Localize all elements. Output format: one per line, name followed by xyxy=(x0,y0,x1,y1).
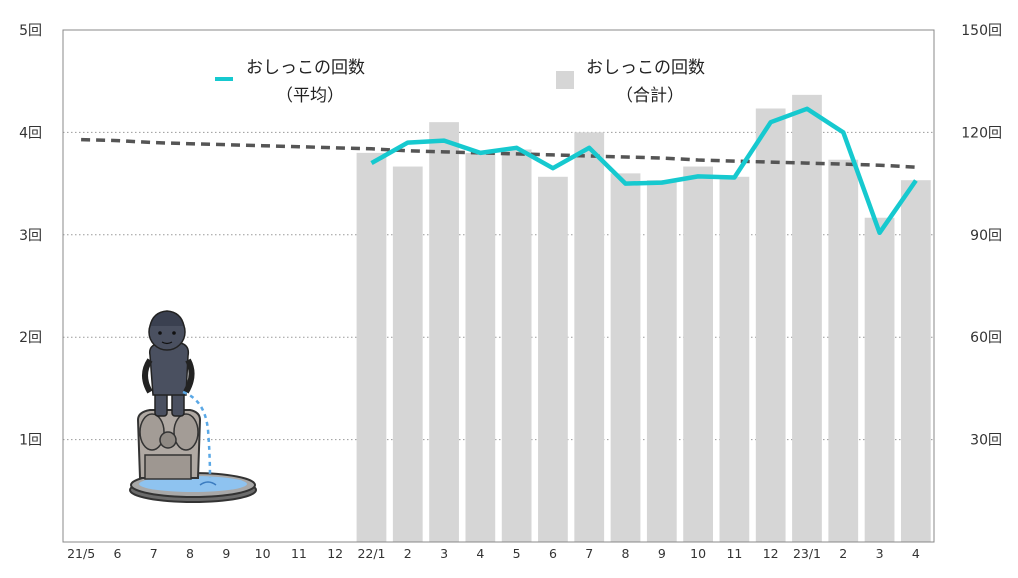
x-tick-label: 6 xyxy=(549,546,557,561)
bar xyxy=(719,176,750,543)
trend-line xyxy=(81,137,916,169)
x-tick-label: 3 xyxy=(876,546,884,561)
x-tick-label: 12 xyxy=(327,546,343,561)
bar xyxy=(792,94,822,542)
x-tick-label: 2 xyxy=(839,546,847,561)
x-axis: 21/5 6 7 8 9 10 11 12 22/1 2 3 4 5 6 7 8 9 10 11 12 23/1 2 3 4 xyxy=(67,546,920,561)
legend-line-swatch xyxy=(215,77,233,81)
bar xyxy=(864,217,895,542)
legend-bar-sublabel: （合計） xyxy=(616,86,684,106)
x-tick-label: 10 xyxy=(690,546,706,561)
y-left-tick-label: 5回 xyxy=(19,23,42,39)
x-tick-label: 4 xyxy=(912,546,920,561)
y-right-tick-label: 120回 xyxy=(961,125,1002,141)
x-tick-label: 8 xyxy=(622,546,630,561)
x-tick-label: 7 xyxy=(150,546,158,561)
bar xyxy=(828,159,859,542)
x-tick-label: 8 xyxy=(186,546,194,561)
average-line xyxy=(370,106,918,236)
legend-line-sublabel: （平均） xyxy=(276,86,344,106)
bar xyxy=(465,152,496,542)
bar xyxy=(646,180,677,543)
bar xyxy=(683,166,713,543)
x-tick-label: 11 xyxy=(726,546,742,561)
bar xyxy=(356,152,387,542)
bar xyxy=(900,180,931,543)
bar xyxy=(538,176,568,543)
bar xyxy=(429,122,459,542)
y-left-tick-label: 3回 xyxy=(19,228,42,244)
legend-line-label: おしっこの回数 xyxy=(246,58,365,78)
y-right-tick-label: 30回 xyxy=(970,433,1002,449)
y-left-tick-label: 2回 xyxy=(19,330,42,346)
y-left-tick-label: 1回 xyxy=(19,433,42,449)
x-tick-label: 9 xyxy=(222,546,230,561)
bar xyxy=(574,132,605,542)
x-tick-label: 2 xyxy=(404,546,412,561)
bar xyxy=(610,173,641,543)
legend: おしっこの回数 （平均） おしっこの回数 （合計） xyxy=(215,58,705,106)
x-tick-label: 3 xyxy=(440,546,448,561)
x-tick-label: 7 xyxy=(585,546,593,561)
legend-bar-label: おしっこの回数 xyxy=(586,58,705,78)
bar xyxy=(755,108,786,543)
y-right-tick-label: 90回 xyxy=(970,228,1002,244)
x-tick-label: 11 xyxy=(291,546,307,561)
y-axis-left: 1回 2回 3回 4回 5回 xyxy=(19,23,42,449)
y-right-tick-label: 150回 xyxy=(961,23,1002,39)
y-axis-right: 30回 60回 90回 120回 150回 xyxy=(961,23,1002,449)
x-tick-label: 9 xyxy=(658,546,666,561)
manneken-pis-illustration xyxy=(129,310,257,503)
y-left-tick-label: 4回 xyxy=(19,125,42,141)
x-tick-label: 21/5 xyxy=(67,546,95,561)
plot-frame xyxy=(62,29,935,543)
x-tick-label: 10 xyxy=(255,546,271,561)
bar-series xyxy=(356,94,931,543)
x-tick-label: 23/1 xyxy=(793,546,821,561)
x-tick-label: 5 xyxy=(513,546,521,561)
bar xyxy=(501,149,532,542)
bar xyxy=(392,166,423,543)
x-tick-label: 6 xyxy=(113,546,121,561)
legend-bar-swatch xyxy=(556,71,574,89)
x-tick-label: 12 xyxy=(763,546,779,561)
x-tick-label: 4 xyxy=(476,546,484,561)
y-right-tick-label: 60回 xyxy=(970,330,1002,346)
x-tick-label: 22/1 xyxy=(357,546,385,561)
